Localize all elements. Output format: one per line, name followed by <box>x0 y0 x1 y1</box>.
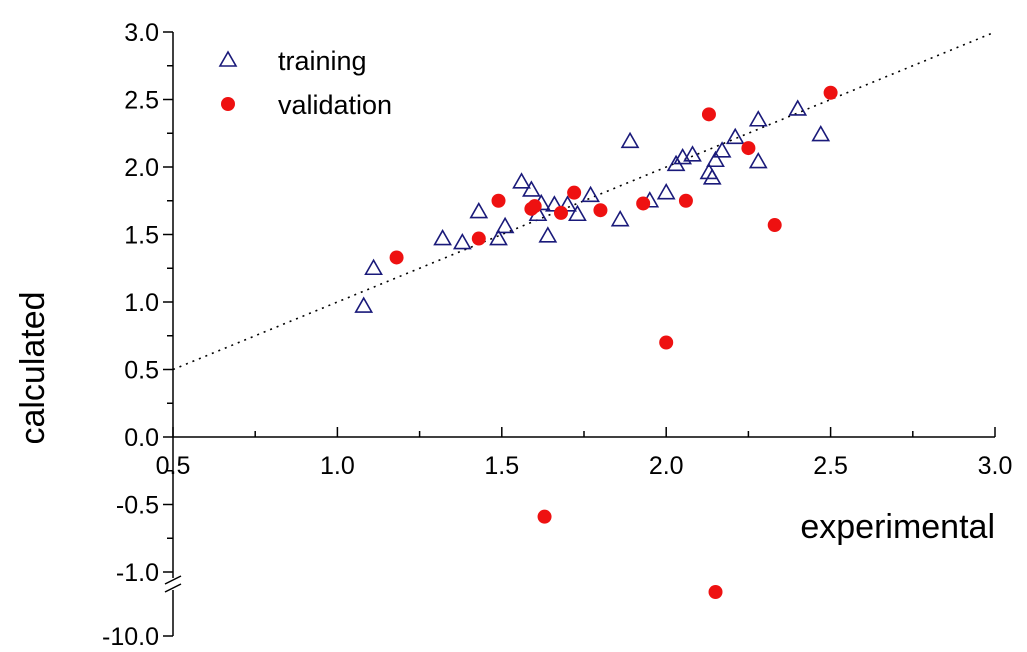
training-point <box>748 151 768 169</box>
validation-point <box>636 196 651 211</box>
reference-line-path <box>172 31 996 371</box>
y-tick-label: 3.0 <box>124 19 159 47</box>
x-tick-label: 3.0 <box>978 452 1013 480</box>
axis-break-mark <box>164 575 182 585</box>
validation-point <box>741 141 756 156</box>
training-point <box>656 183 676 200</box>
axis-break-mark <box>164 583 182 593</box>
training-point <box>512 172 531 189</box>
validation-point <box>527 199 542 214</box>
x-tick-label: 1.5 <box>484 452 519 480</box>
legend-triangle-icon <box>218 50 238 67</box>
validation-point <box>537 509 552 524</box>
training-point <box>489 228 508 246</box>
training-point <box>469 201 489 219</box>
legend-label-training: training <box>278 46 367 76</box>
training-point <box>354 296 374 313</box>
training-point <box>620 131 640 149</box>
validation-point <box>708 585 723 599</box>
training-point <box>706 150 725 168</box>
y-tick-label: -10.0 <box>102 623 159 651</box>
training-point <box>452 232 472 250</box>
y-tick-label: 0.5 <box>124 357 159 385</box>
x-tick-label: 0.5 <box>156 452 191 480</box>
y-tick-label: 0.0 <box>124 424 159 452</box>
data-marks <box>354 85 838 599</box>
validation-point <box>701 107 716 122</box>
tick-labels: 0.5 1.0 1.5 2.0 2.5 3.03.02.52.01.51.00.50.0-… <box>102 19 1012 651</box>
x-tick-label: 2.5 <box>813 452 848 480</box>
reference-line <box>172 31 996 371</box>
training-point <box>712 141 732 158</box>
training-point <box>725 127 745 145</box>
legend-label-validation: validation <box>278 90 392 120</box>
axes <box>163 31 996 637</box>
y-tick-label: 2.5 <box>124 87 159 115</box>
training-point <box>748 110 768 127</box>
training-point <box>568 204 587 222</box>
training-point <box>610 210 630 227</box>
y-tick-label: -1.0 <box>116 559 159 587</box>
validation-point <box>678 193 693 208</box>
validation-point <box>553 205 568 220</box>
x-tick-label: 1.0 <box>320 452 355 480</box>
training-point <box>538 226 558 243</box>
validation-point <box>593 203 608 218</box>
training-point <box>495 216 515 234</box>
validation-point <box>823 85 838 100</box>
validation-point <box>767 218 782 233</box>
training-point <box>788 99 808 116</box>
training-point <box>581 185 600 203</box>
x-axis-title: experimental <box>800 508 995 546</box>
training-point <box>433 228 452 246</box>
y-tick-label: 2.0 <box>124 154 159 182</box>
y-tick-label: 1.5 <box>124 222 159 250</box>
validation-point <box>659 335 674 350</box>
y-tick-label: -0.5 <box>116 492 159 520</box>
training-point <box>702 168 722 185</box>
y-tick-label: 1.0 <box>124 289 159 317</box>
validation-point <box>491 193 506 208</box>
training-point <box>811 124 831 142</box>
training-point <box>522 180 541 197</box>
y-axis-title: calculated <box>14 291 52 444</box>
validation-point <box>471 231 486 246</box>
legend-circle-icon <box>221 97 235 111</box>
training-point <box>364 258 383 276</box>
validation-point <box>389 250 404 265</box>
training-point <box>683 145 702 162</box>
x-tick-label: 2.0 <box>649 452 684 480</box>
legend: training validation <box>218 46 392 120</box>
validation-point <box>567 185 582 200</box>
